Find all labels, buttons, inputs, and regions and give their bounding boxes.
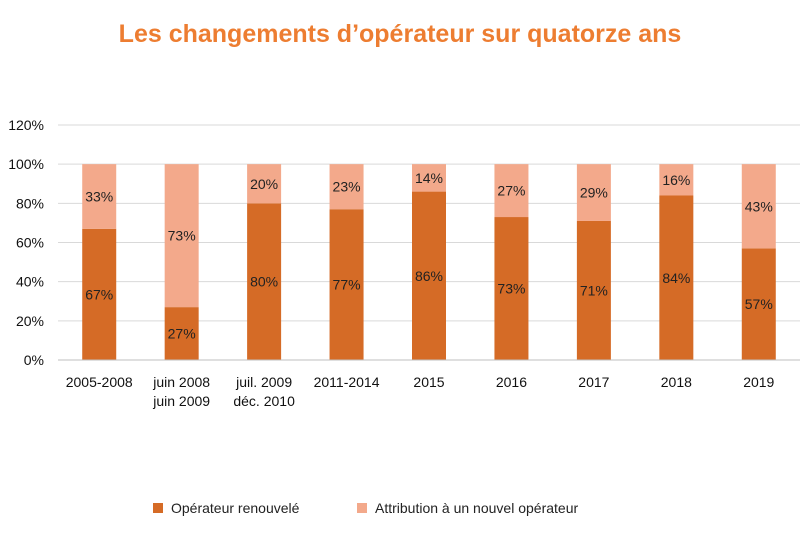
legend-swatch-nouvel-operateur xyxy=(357,503,367,513)
bar-segment xyxy=(494,164,529,218)
chart-title: Les changements d’opérateur sur quatorze… xyxy=(118,20,682,48)
x-category-label: déc. 2010 xyxy=(233,393,295,409)
data-label: 23% xyxy=(333,179,361,195)
bar-segment xyxy=(412,164,446,192)
y-tick-label: 80% xyxy=(16,195,44,211)
bar-segment xyxy=(659,195,694,360)
data-label: 67% xyxy=(85,286,113,302)
bar-segment xyxy=(247,203,282,360)
bar-segment xyxy=(576,164,611,221)
bar-segment xyxy=(82,164,117,229)
data-label: 57% xyxy=(745,296,773,312)
bar-segment xyxy=(412,191,446,360)
x-category-label: juin 2009 xyxy=(152,393,210,409)
data-label: 73% xyxy=(168,228,196,244)
data-label: 73% xyxy=(497,281,525,297)
x-category-label: 2015 xyxy=(413,374,444,390)
stacked-bar-chart: 0% 20% 40% 60% 80% 100% 120% 67% 33% 2005-2008 27%… xyxy=(8,117,800,409)
bar-segment xyxy=(82,228,117,360)
y-tick-label: 100% xyxy=(8,156,44,172)
legend-swatch-renouvele xyxy=(153,503,163,513)
y-tick-label: 40% xyxy=(16,274,44,290)
bar-segment xyxy=(329,164,364,210)
x-category-label: 2017 xyxy=(578,374,609,390)
bar-segment xyxy=(164,307,199,360)
data-label: 77% xyxy=(333,277,361,293)
legend-label-nouvel-operateur: Attribution à un nouvel opérateur xyxy=(375,500,579,516)
data-label: 29% xyxy=(580,185,608,201)
bar-segment xyxy=(741,164,776,249)
bar-segment xyxy=(164,164,199,308)
x-category-label: 2019 xyxy=(743,374,774,390)
x-category-label: 2011-2014 xyxy=(314,374,380,390)
legend: Opérateur renouvelé Attribution à un nou… xyxy=(0,500,800,524)
legend-item-renouvele: Opérateur renouvelé xyxy=(153,500,299,516)
data-label: 14% xyxy=(415,170,443,186)
data-label: 33% xyxy=(85,188,113,204)
y-tick-label: 120% xyxy=(8,117,44,133)
bar-segment xyxy=(659,164,694,196)
data-label: 86% xyxy=(415,268,443,284)
data-label: 16% xyxy=(662,172,690,188)
x-category-label: juin 2008 xyxy=(152,374,210,390)
data-label: 43% xyxy=(745,198,773,214)
bar-segment xyxy=(329,209,364,360)
bar-segment xyxy=(576,220,611,360)
bar-segment xyxy=(494,217,529,360)
y-tick-label: 20% xyxy=(16,313,44,329)
data-label: 84% xyxy=(662,270,690,286)
legend-label-renouvele: Opérateur renouvelé xyxy=(171,500,300,516)
data-label: 80% xyxy=(250,274,278,290)
x-category-label: juil. 2009 xyxy=(235,374,292,390)
x-category-label: 2018 xyxy=(661,374,692,390)
x-category-label: 2016 xyxy=(496,374,527,390)
data-label: 20% xyxy=(250,176,278,192)
data-label: 27% xyxy=(497,183,525,199)
bar-segment xyxy=(247,164,282,204)
data-label: 27% xyxy=(168,326,196,342)
x-category-label: 2005-2008 xyxy=(66,374,133,390)
bar-segment xyxy=(741,248,776,360)
y-tick-label: 0% xyxy=(24,352,44,368)
y-tick-label: 60% xyxy=(16,235,44,251)
data-label: 71% xyxy=(580,282,608,298)
legend-item-nouvel-operateur: Attribution à un nouvel opérateur xyxy=(357,500,578,516)
